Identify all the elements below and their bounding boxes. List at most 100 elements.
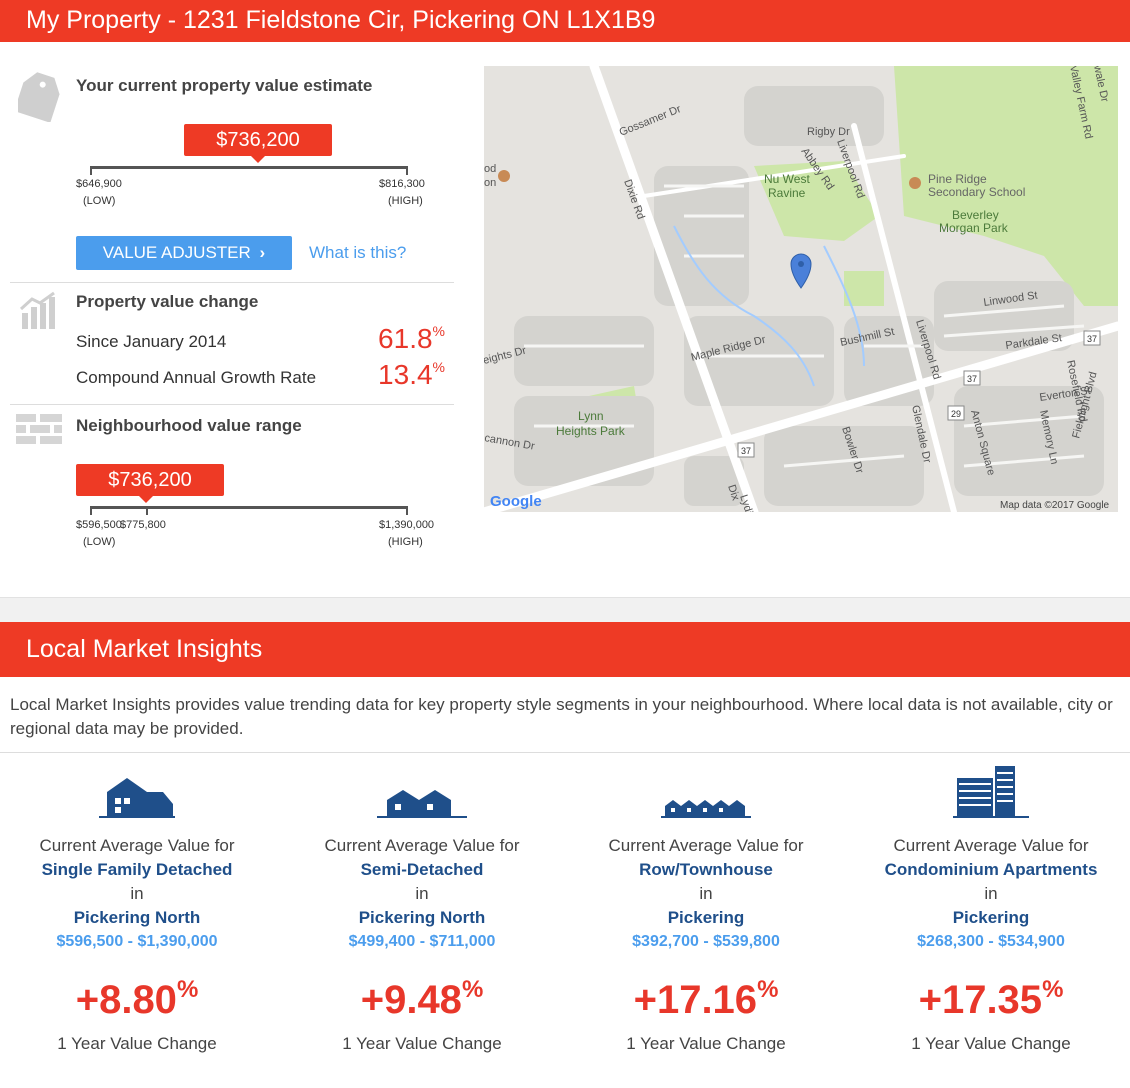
since-label: Since January 2014 — [76, 332, 227, 351]
card-area: Pickering — [667, 908, 745, 927]
map-label: on — [484, 177, 496, 189]
card-range: $392,700 - $539,800 — [632, 933, 780, 950]
insight-card-condo: Current Average Value for Condominium Ap… — [861, 766, 1121, 1054]
card-line: Current Average Value for — [893, 836, 1089, 855]
divider — [10, 282, 454, 283]
percent-sign: % — [757, 976, 779, 1003]
cagr-number: 13.4 — [378, 359, 433, 390]
card-style: Row/Townhouse — [639, 860, 773, 879]
card-in: in — [130, 884, 144, 903]
neighbourhood-high-label: (HIGH) — [388, 536, 423, 548]
card-foot: 1 Year Value Change — [342, 1034, 502, 1053]
estimate-range-track — [90, 166, 408, 169]
percent-sign: % — [432, 359, 445, 375]
route-shield: 37 — [741, 446, 751, 456]
card-style: Semi-Detached — [360, 860, 484, 879]
price-tag-icon — [18, 72, 60, 122]
insights-intro: Local Market Insights provides value tre… — [10, 695, 1113, 738]
card-line: Current Average Value for — [608, 836, 804, 855]
cagr-value: 13.4% — [378, 359, 445, 391]
neighbourhood-mid-tick — [146, 506, 148, 515]
percent-sign: % — [432, 323, 445, 339]
percent-sign: % — [1042, 976, 1064, 1003]
card-range: $268,300 - $534,900 — [917, 933, 1065, 950]
percent-sign: % — [461, 976, 484, 1003]
route-shield: 29 — [951, 409, 961, 419]
neighbourhood-high-value: $1,390,000 — [379, 519, 435, 531]
map-label: Morgan Park — [939, 221, 1009, 235]
card-change: +17.35% — [861, 964, 1121, 1026]
single-family-house-icon — [99, 778, 175, 818]
map-label: od — [484, 163, 496, 175]
neighbourhood-title: Neighbourhood value range — [76, 416, 302, 435]
map-label: Rigby Dr — [807, 126, 850, 138]
insight-card-single-family: Current Average Value for Single Family … — [7, 766, 267, 1054]
route-shield: 37 — [1087, 334, 1097, 344]
route-shield: 37 — [967, 374, 977, 384]
section-separator — [0, 597, 1130, 622]
value-adjuster-button[interactable]: VALUE ADJUSTER › — [76, 236, 292, 270]
map-label: Nu West — [764, 172, 810, 186]
card-line: Current Average Value for — [39, 836, 235, 855]
card-foot: 1 Year Value Change — [911, 1034, 1071, 1053]
map-label: Heights Park — [556, 424, 626, 438]
estimate-low-label: (LOW) — [83, 195, 116, 207]
map-label: Dix — [725, 483, 741, 502]
card-style: Condominium Apartments — [884, 860, 1098, 879]
school-icon — [909, 177, 921, 189]
bar-chart-growth-icon — [19, 291, 55, 329]
neighbourhood-range-track — [90, 506, 408, 509]
card-line: Current Average Value for — [324, 836, 520, 855]
property-title: My Property - 1231 Fieldstone Cir, Picke… — [26, 6, 656, 34]
neighbourhood-low-label: (LOW) — [83, 536, 116, 548]
property-header: My Property - 1231 Fieldstone Cir, Picke… — [0, 0, 1130, 42]
brick-wall-icon — [16, 414, 62, 444]
card-in: in — [415, 884, 429, 903]
neighbourhood-mid-value: $775,800 — [120, 519, 166, 531]
neighbourhood-low-tick — [90, 506, 92, 515]
estimate-low-value: $646,900 — [76, 178, 122, 190]
percent-sign: % — [176, 976, 199, 1003]
card-change-number: +9.48 — [360, 978, 462, 1022]
semi-detached-house-icon — [377, 790, 467, 818]
card-range: $499,400 - $711,000 — [348, 933, 496, 950]
map-marker-icon[interactable] — [790, 253, 812, 289]
card-in: in — [699, 884, 713, 903]
since-change-number: 61.8 — [378, 323, 433, 354]
card-change: +17.16% — [576, 964, 836, 1026]
condo-building-icon — [953, 766, 1029, 818]
card-change-number: +17.16 — [633, 978, 758, 1022]
townhouse-icon — [661, 800, 751, 818]
cagr-label: Compound Annual Growth Rate — [76, 368, 317, 387]
divider — [0, 752, 1130, 753]
map-label: Ravine — [768, 186, 806, 200]
map-canvas: Gossamer Dr Rigby Dr Abbey Rd Liverpool … — [484, 66, 1118, 512]
property-map[interactable]: Gossamer Dr Rigby Dr Abbey Rd Liverpool … — [484, 66, 1118, 512]
card-foot: 1 Year Value Change — [626, 1034, 786, 1053]
estimate-value-badge: $736,200 — [184, 124, 332, 163]
insights-header: Local Market Insights — [0, 622, 1130, 677]
card-area: Pickering — [952, 908, 1030, 927]
map-attribution: Map data ©2017 Google — [1000, 500, 1110, 511]
estimate-high-tick — [406, 166, 408, 175]
card-foot: 1 Year Value Change — [57, 1034, 217, 1053]
estimate-title: Your current property value estimate — [76, 76, 373, 95]
poi-icon — [498, 170, 510, 182]
card-change-number: +17.35 — [918, 978, 1043, 1022]
value-adjuster-label: VALUE ADJUSTER — [102, 243, 251, 262]
insights-title: Local Market Insights — [26, 635, 263, 663]
estimate-high-label: (HIGH) — [388, 195, 423, 207]
card-change: +9.48% — [292, 964, 552, 1026]
map-label: Secondary School — [928, 185, 1025, 199]
insight-card-townhouse: Current Average Value for Row/Townhouse … — [576, 766, 836, 1054]
what-is-this-link[interactable]: What is this? — [309, 243, 407, 262]
neighbourhood-low-value: $596,500 — [76, 519, 122, 531]
chevron-right-icon: › — [259, 243, 266, 262]
google-logo: Google — [490, 493, 542, 510]
card-area: Pickering North — [73, 908, 201, 927]
card-change: +8.80% — [7, 964, 267, 1026]
since-change-value: 61.8% — [378, 323, 445, 355]
insight-card-semi-detached: Current Average Value for Semi-Detached … — [292, 766, 552, 1054]
map-label: Pine Ridge — [928, 172, 987, 186]
divider — [10, 404, 454, 405]
